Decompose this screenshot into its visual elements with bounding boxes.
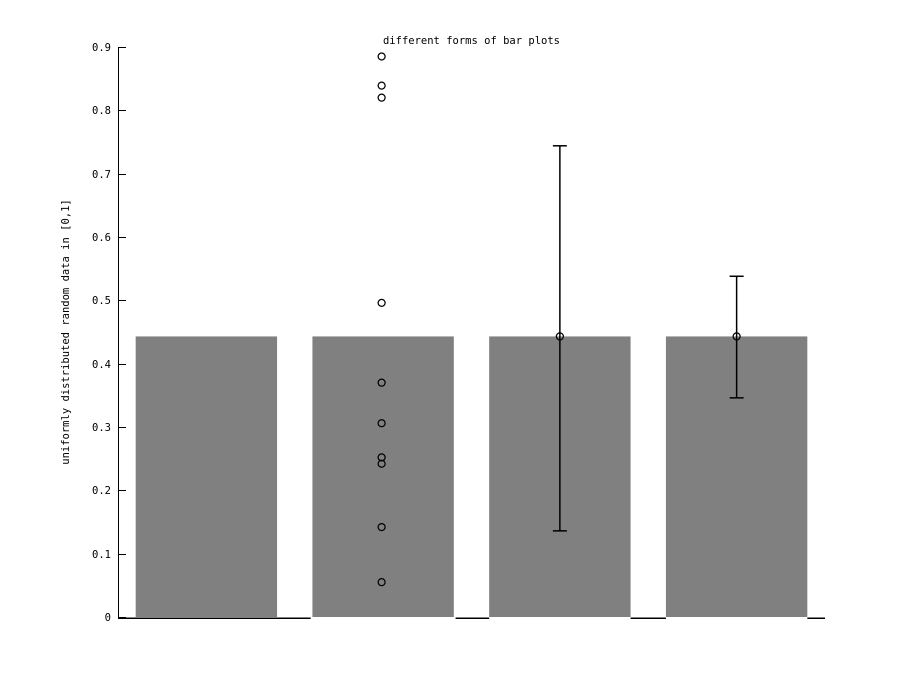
scatter-point: [377, 93, 386, 102]
scatter-point: [377, 298, 386, 307]
y-tick-label: 0.3: [92, 422, 111, 434]
scatter-point: [377, 81, 386, 90]
scatter-point: [377, 419, 386, 428]
scatter-point: [377, 459, 386, 468]
y-tick-label: 0: [105, 612, 111, 624]
y-tick-label: 0.7: [92, 169, 111, 181]
scatter-point: [377, 52, 386, 61]
bar: [135, 336, 278, 617]
bar: [312, 336, 454, 617]
error-bar-marker: [555, 332, 564, 341]
scatter-point: [377, 522, 386, 532]
error-bar-marker: [732, 332, 741, 341]
plot-area: 0 0.1 0.2 0.3 0.4 0.5 0.6 0.7 0.8 0.9: [92, 42, 825, 624]
scatter-point: [377, 578, 386, 587]
scatter-point: [377, 378, 386, 387]
y-tick-label: 0.2: [92, 485, 111, 497]
y-tick-label: 0.8: [92, 105, 111, 117]
chart-title: different forms of bar plots: [382, 35, 560, 47]
y-tick-label: 0.4: [92, 359, 111, 371]
scatter-point: [377, 453, 386, 462]
y-tick-label: 0.1: [92, 549, 111, 561]
y-tick-label: 0.9: [92, 42, 111, 54]
y-tick-label: 0.6: [92, 232, 111, 244]
y-tick-label: 0.5: [92, 295, 111, 307]
y-axis-label: uniformly distributed random data in [0,…: [60, 199, 72, 465]
chart-canvas: 0 0.1 0.2 0.3 0.4 0.5 0.6 0.7 0.8 0.9: [92, 42, 825, 624]
